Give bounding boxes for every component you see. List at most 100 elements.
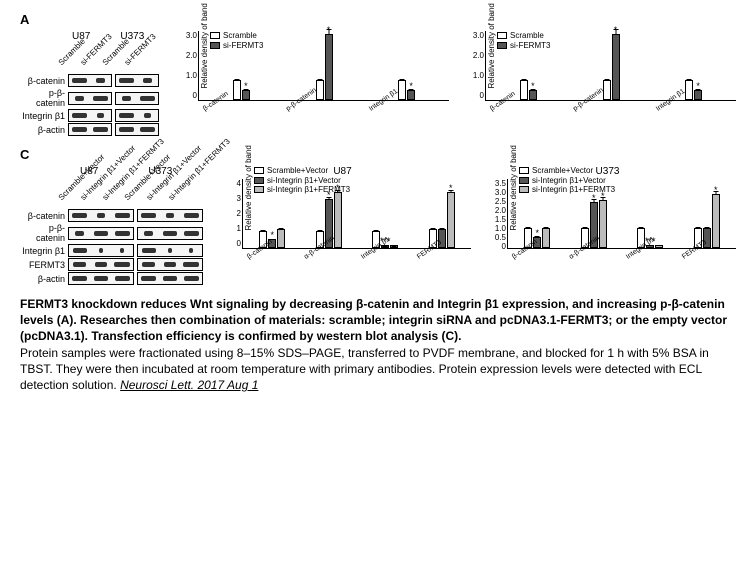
blot-image (68, 74, 112, 87)
panel-c-blots: U87U373Scramble+Vectorsi-Integrin β1+Vec… (20, 166, 206, 286)
chart-bar: * (529, 90, 537, 100)
chart-bar (390, 245, 398, 248)
protein-label: FERMT3 (20, 260, 68, 270)
significance-marker: * (336, 183, 340, 193)
blot-band (137, 93, 158, 104)
blot-band (90, 110, 111, 121)
blot-image (137, 258, 203, 271)
significance-marker: * (601, 191, 605, 201)
blot-band (69, 75, 90, 86)
blot-band (69, 93, 90, 104)
legend-swatch (519, 167, 529, 174)
panel-c-row: U87U373Scramble+Vectorsi-Integrin β1+Vec… (20, 166, 736, 286)
error-bar (697, 227, 698, 229)
blot-band (112, 210, 133, 221)
protein-label: β-catenin (20, 211, 68, 221)
y-ticks: 3.53.02.52.01.51.00.50 (488, 179, 506, 248)
blot-image (137, 272, 203, 285)
blot-band (181, 273, 202, 284)
panel-a-chart-1: Scramblesi-FERMT3Relative density of ban… (170, 31, 449, 137)
y-ticks: 43210 (223, 179, 241, 248)
error-bar (641, 227, 642, 229)
blot-image (137, 209, 203, 222)
chart-bar: * (612, 34, 620, 100)
blot-band (159, 210, 180, 221)
blot-band (159, 228, 180, 239)
blot-band (116, 124, 137, 135)
blot-band (159, 245, 180, 256)
x-labels: β-cateninα-β-cateninIntegrin β1FERMT3 (507, 249, 736, 262)
protein-label: β-actin (20, 274, 68, 284)
error-bar (689, 79, 690, 81)
y-ticks: 3.02.01.00 (179, 31, 197, 100)
blot-band (181, 259, 202, 270)
blot-image (68, 258, 134, 271)
protein-label: p-β-catenin (20, 223, 68, 243)
blot-band (90, 210, 111, 221)
error-bar (432, 228, 433, 230)
significance-marker: * (327, 25, 331, 35)
lane-label: si-Integrin β1+FERMT3 (167, 180, 194, 207)
legend-label: Scramble+Vector (267, 166, 328, 176)
blot-image (68, 123, 112, 136)
significance-marker: * (592, 193, 596, 203)
blot-image (115, 109, 159, 122)
blot-band (116, 75, 137, 86)
blot-band (159, 273, 180, 284)
significance-marker: * (449, 183, 453, 193)
error-bar (706, 227, 707, 229)
blot-band (90, 228, 111, 239)
x-labels: β-cateninp-β-cateninIntegrin β1 (198, 101, 449, 114)
blot-band (138, 259, 159, 270)
blot-band (90, 124, 111, 135)
significance-marker: * (714, 185, 718, 195)
chart-bar: * (325, 34, 333, 100)
blot-band (116, 110, 137, 121)
protein-label: β-actin (20, 125, 68, 135)
blot-band (137, 110, 158, 121)
chart-bar: * (407, 90, 415, 100)
protein-label: p-β-catenin (20, 88, 68, 108)
blot-band (116, 93, 137, 104)
blot-band (90, 75, 111, 86)
blot-band (112, 245, 133, 256)
blot-band (112, 259, 133, 270)
blot-band (138, 228, 159, 239)
blot-image (68, 227, 134, 240)
chart-bar (655, 245, 663, 248)
panel-a-blots: U87U373Scramblesi-FERMT3Scramblesi-FERMT… (20, 31, 162, 137)
blot-band (138, 273, 159, 284)
lane-label: si-FERMT3 (123, 45, 150, 72)
blot-band (90, 245, 111, 256)
protein-label: β-catenin (20, 76, 68, 86)
blot-band (181, 228, 202, 239)
error-bar (394, 246, 395, 247)
blot-band (159, 259, 180, 270)
blot-band (181, 210, 202, 221)
blot-image (115, 74, 159, 87)
blot-band (69, 259, 90, 270)
panel-c-chart-1: U87Scramble+Vectorsi-Integrin β1+Vectors… (214, 166, 471, 286)
blot-band (69, 228, 90, 239)
panel-a-row: U87U373Scramblesi-FERMT3Scramblesi-FERMT… (20, 31, 736, 137)
blot-band (69, 273, 90, 284)
blot-band (138, 210, 159, 221)
blot-band (90, 93, 111, 104)
blot-image (68, 92, 112, 105)
blot-band (69, 245, 90, 256)
legend-swatch (254, 167, 264, 174)
blot-band (90, 273, 111, 284)
legend-label: Scramble+Vector (532, 166, 593, 176)
blot-band (138, 245, 159, 256)
blot-image (137, 244, 203, 257)
blot-band (112, 273, 133, 284)
figure-caption: FERMT3 knockdown reduces Wnt signaling b… (20, 296, 736, 393)
blot-image (115, 123, 159, 136)
error-bar (528, 227, 529, 229)
blot-band (90, 259, 111, 270)
blot-band (69, 110, 90, 121)
protein-label: Integrin β1 (20, 111, 68, 121)
blot-image (68, 209, 134, 222)
significance-marker: * (614, 25, 618, 35)
blot-image (115, 92, 159, 105)
